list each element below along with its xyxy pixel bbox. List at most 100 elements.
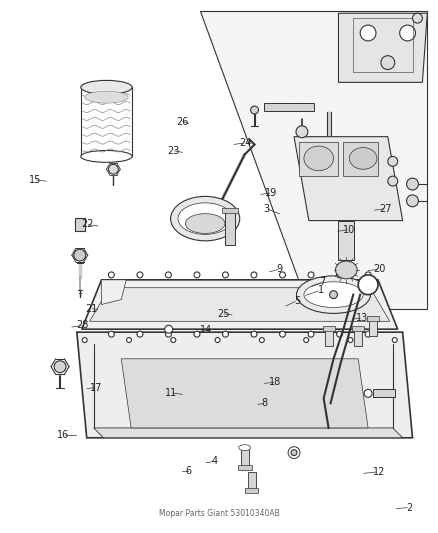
Circle shape — [137, 272, 143, 278]
Circle shape — [392, 337, 397, 343]
Bar — [323, 326, 335, 331]
Ellipse shape — [171, 196, 240, 241]
Polygon shape — [121, 359, 368, 428]
Polygon shape — [94, 428, 403, 438]
Ellipse shape — [304, 282, 363, 308]
Circle shape — [336, 331, 343, 337]
Polygon shape — [294, 136, 403, 221]
Circle shape — [388, 156, 398, 166]
Bar — [325, 330, 332, 346]
Ellipse shape — [81, 150, 132, 163]
Polygon shape — [200, 11, 427, 310]
Ellipse shape — [350, 148, 377, 169]
Text: 2: 2 — [406, 503, 413, 513]
Circle shape — [109, 164, 118, 174]
Circle shape — [279, 272, 286, 278]
Circle shape — [358, 275, 378, 295]
Text: 5: 5 — [294, 296, 300, 306]
Bar — [343, 142, 378, 176]
Text: 12: 12 — [373, 467, 385, 477]
Text: 13: 13 — [356, 313, 368, 323]
Ellipse shape — [81, 80, 132, 94]
Bar — [225, 211, 235, 245]
Text: 11: 11 — [165, 388, 177, 398]
Bar — [353, 18, 413, 72]
Bar — [265, 103, 314, 111]
Text: 22: 22 — [81, 220, 93, 229]
Bar — [245, 488, 258, 493]
Polygon shape — [339, 13, 427, 83]
Text: 23: 23 — [167, 146, 180, 156]
Circle shape — [304, 337, 309, 343]
Text: 10: 10 — [343, 225, 355, 235]
Bar — [352, 326, 364, 331]
Circle shape — [329, 290, 337, 298]
Circle shape — [381, 56, 395, 69]
Circle shape — [279, 331, 286, 337]
Bar — [373, 390, 395, 397]
Circle shape — [251, 106, 258, 114]
Text: 16: 16 — [57, 430, 70, 440]
Circle shape — [194, 331, 200, 337]
Circle shape — [308, 331, 314, 337]
Bar — [238, 465, 251, 471]
Circle shape — [388, 176, 398, 186]
Text: 17: 17 — [89, 383, 102, 392]
Bar — [339, 221, 354, 260]
Bar — [354, 330, 362, 346]
Circle shape — [109, 272, 114, 278]
Text: 7: 7 — [320, 277, 326, 287]
Circle shape — [54, 361, 66, 373]
Circle shape — [127, 337, 131, 343]
Text: 24: 24 — [239, 138, 251, 148]
Ellipse shape — [304, 146, 333, 171]
Text: 9: 9 — [276, 264, 283, 274]
Ellipse shape — [185, 214, 225, 233]
Bar — [222, 208, 238, 213]
Bar — [241, 448, 249, 467]
Circle shape — [360, 25, 376, 41]
Circle shape — [406, 178, 418, 190]
Circle shape — [291, 450, 297, 456]
Circle shape — [413, 13, 422, 23]
Text: 15: 15 — [29, 175, 42, 184]
Text: 20: 20 — [373, 264, 385, 274]
Bar — [247, 472, 255, 490]
Text: 27: 27 — [379, 204, 392, 214]
Circle shape — [365, 331, 371, 337]
Polygon shape — [102, 280, 126, 304]
Text: 19: 19 — [265, 188, 277, 198]
Circle shape — [223, 272, 229, 278]
Text: 21: 21 — [85, 304, 98, 313]
Ellipse shape — [297, 276, 371, 313]
Text: 26: 26 — [176, 117, 188, 127]
Polygon shape — [82, 280, 398, 329]
Polygon shape — [90, 288, 390, 321]
Polygon shape — [77, 332, 413, 438]
Circle shape — [259, 337, 265, 343]
Circle shape — [348, 337, 353, 343]
Circle shape — [288, 447, 300, 458]
Text: 28: 28 — [77, 320, 89, 330]
Circle shape — [171, 337, 176, 343]
Circle shape — [400, 25, 416, 41]
Circle shape — [109, 331, 114, 337]
Ellipse shape — [336, 261, 357, 279]
Circle shape — [165, 325, 173, 333]
Circle shape — [296, 126, 308, 138]
Circle shape — [364, 390, 372, 397]
Bar — [75, 217, 85, 231]
Text: 4: 4 — [212, 456, 218, 466]
Text: 14: 14 — [200, 325, 212, 335]
Text: 8: 8 — [261, 398, 268, 408]
Circle shape — [215, 337, 220, 343]
Circle shape — [74, 249, 86, 261]
Circle shape — [251, 272, 257, 278]
Text: 1: 1 — [318, 285, 324, 295]
Text: 6: 6 — [186, 466, 192, 475]
Circle shape — [251, 331, 257, 337]
Bar — [81, 87, 132, 156]
Text: 3: 3 — [264, 204, 270, 214]
Ellipse shape — [239, 445, 251, 450]
Circle shape — [308, 272, 314, 278]
